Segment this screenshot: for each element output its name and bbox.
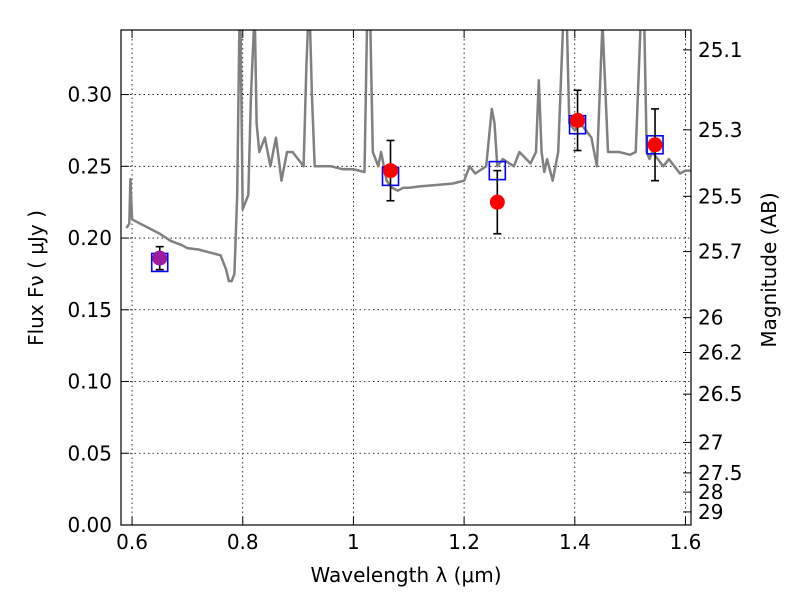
y2-tick-label: 29 — [698, 500, 723, 524]
x-axis-title: Wavelength λ (μm) — [310, 563, 501, 587]
y-tick-label: 0.00 — [67, 513, 112, 537]
y-tick-label: 0.05 — [67, 441, 112, 465]
y2-tick-label: 25.1 — [698, 38, 743, 62]
grid — [121, 30, 691, 526]
observed-point — [489, 194, 505, 210]
spectrum-line — [125, 30, 691, 283]
y-tick-label: 0.25 — [67, 154, 112, 178]
y-axis: 0.00 0.05 0.10 0.15 0.20 0.25 0.30 — [67, 83, 129, 537]
y2-tick-label: 26.5 — [698, 382, 743, 406]
x-tick-label: 0.8 — [227, 530, 259, 554]
observed-point — [570, 112, 586, 128]
plot-background — [121, 30, 691, 525]
y-axis-title: Flux Fν ( μJy ) — [24, 210, 48, 346]
observed-point — [152, 250, 168, 266]
x-tick-label: 1.4 — [559, 530, 591, 554]
y2-tick-label: 25.3 — [698, 118, 743, 142]
observed-point — [383, 163, 399, 179]
spectrum-series — [125, 30, 691, 283]
y2-tick-label: 25.7 — [698, 240, 743, 264]
x-tick-label: 1 — [347, 530, 360, 554]
y-tick-label: 0.10 — [67, 370, 112, 394]
y2-tick-label: 26.2 — [698, 340, 743, 364]
y-tick-label: 0.20 — [67, 226, 112, 250]
x-tick-label: 1.2 — [448, 530, 480, 554]
observed-point — [647, 137, 663, 153]
y2-tick-label: 25.5 — [698, 184, 743, 208]
y2-axis-title: Magnitude (AB) — [757, 192, 781, 347]
y2-tick-label: 26 — [698, 306, 723, 330]
y-tick-label: 0.15 — [67, 298, 112, 322]
plot-frame — [120, 29, 692, 526]
observed-points-series — [152, 112, 663, 266]
y2-tick-label: 28 — [698, 480, 723, 504]
x-tick-label: 1.6 — [670, 530, 702, 554]
y2-tick-label: 27 — [698, 430, 723, 454]
x-tick-label: 0.6 — [116, 530, 148, 554]
x-axis: 0.6 0.8 1 1.2 1.4 1.6 — [116, 30, 701, 554]
y2-tick-label: 27.5 — [698, 461, 743, 485]
y-tick-label: 0.30 — [67, 83, 112, 107]
